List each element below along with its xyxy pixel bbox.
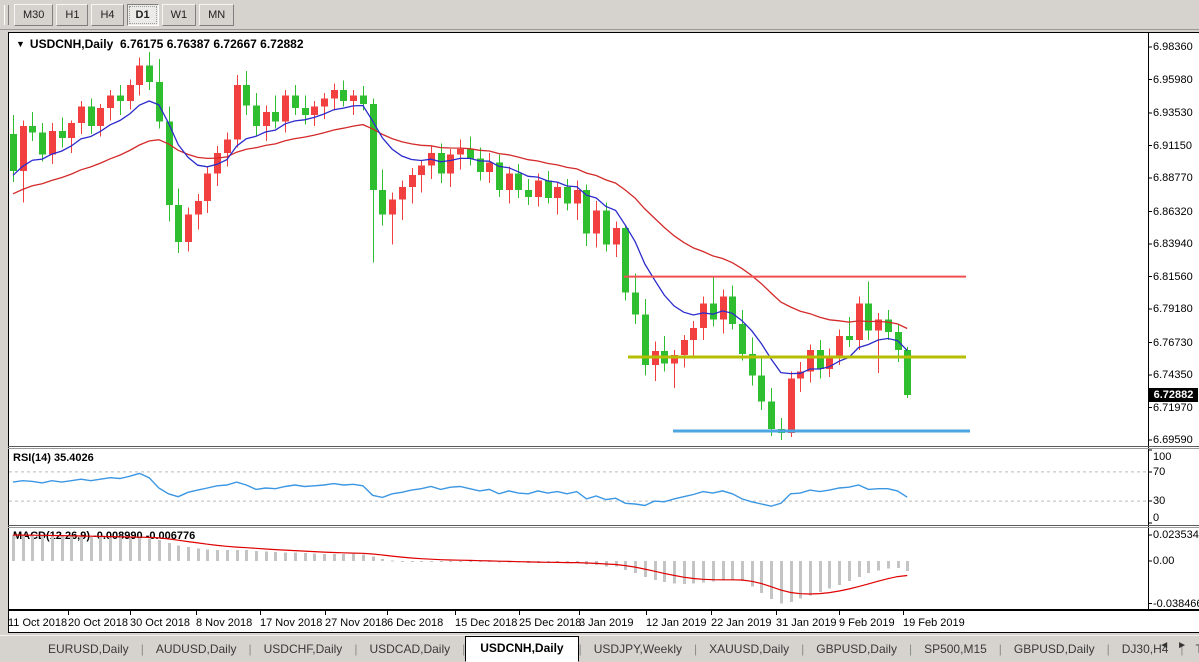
- date-axis-label: 11 Oct 2018: [8, 617, 68, 629]
- date-axis-label: 15 Dec 2018: [455, 617, 518, 629]
- price-axis-label: 6.71970: [1153, 402, 1193, 414]
- date-axis-label: 12 Jan 2019: [646, 617, 707, 629]
- tabbar-scroll-left-icon[interactable]: ◄: [1159, 640, 1178, 651]
- tab-gbpusd-daily[interactable]: GBPUSD,Daily: [1013, 641, 1095, 656]
- date-axis-label: 9 Feb 2019: [839, 617, 895, 629]
- date-axis-label: 19 Feb 2019: [903, 617, 965, 629]
- date-axis-label: 6 Dec 2018: [387, 617, 444, 629]
- tab-divider: |: [1180, 642, 1184, 656]
- date-axis-label: 30 Oct 2018: [130, 617, 190, 629]
- symbol-tabbar: EURUSD,Daily | AUDUSD,Daily | USDCHF,Daily | U…: [0, 635, 1199, 662]
- tab-usdcnh-daily[interactable]: USDCNH,Daily: [465, 636, 579, 662]
- price-axis-label: 6.95980: [1153, 74, 1193, 86]
- tab-divider: |: [578, 642, 582, 656]
- timeframe-button-h4[interactable]: H4: [91, 3, 124, 26]
- timeframe-button-w1[interactable]: W1: [161, 3, 197, 26]
- tab-xauusd-daily[interactable]: XAUUSD,Daily: [709, 641, 790, 656]
- tab-tech100[interactable]: TECH100: [1184, 638, 1199, 661]
- chart-window[interactable]: [8, 32, 1199, 633]
- date-axis-label: 8 Nov 2018: [196, 617, 253, 629]
- price-axis-label: 6.86320: [1153, 206, 1193, 218]
- price-axis-label: 6.98360: [1153, 41, 1193, 53]
- price-axis-label: 6.91150: [1153, 140, 1192, 152]
- date-axis-label: 20 Oct 2018: [68, 617, 128, 629]
- tab-dj30-h4[interactable]: DJ30,H4: [1121, 641, 1169, 656]
- toolbar-drag-handle[interactable]: [4, 4, 9, 25]
- tab-divider: |: [908, 642, 913, 656]
- timeframe-toolbar: M30 H1 H4 D1 W1 MN: [0, 0, 1199, 30]
- tab-divider: |: [354, 642, 358, 656]
- tab-divider: |: [248, 642, 252, 656]
- macd-axis-label: 0.00: [1153, 555, 1175, 567]
- tab-divider: |: [1106, 642, 1110, 656]
- date-axis-label: 31 Jan 2019: [776, 617, 837, 629]
- date-axis-label: 3 Jan 2019: [579, 617, 634, 629]
- tabbar-scroll-right-icon[interactable]: ►: [1177, 640, 1195, 651]
- macd-axis-label: 0.023534: [1153, 529, 1199, 541]
- timeframe-button-m30[interactable]: M30: [14, 3, 54, 26]
- chart-symbol: USDCNH,Daily: [29, 37, 114, 51]
- tab-divider: |: [140, 642, 144, 656]
- tab-audusd-daily[interactable]: AUDUSD,Daily: [155, 641, 237, 656]
- rsi-label: RSI(14) 35.4026: [13, 452, 94, 464]
- tab-eurusd-daily[interactable]: EURUSD,Daily: [48, 641, 129, 656]
- macd-signal-value: -0.006776: [145, 530, 196, 542]
- timeframe-button-h1[interactable]: H1: [56, 3, 89, 26]
- macd-axis-label: -0.038466: [1153, 598, 1199, 610]
- tabbar-nav: ◄►: [1159, 640, 1195, 651]
- timeframe-button-d1[interactable]: D1: [126, 3, 159, 26]
- price-axis-label: 6.79180: [1153, 303, 1193, 315]
- timeframe-button-mn[interactable]: MN: [199, 3, 235, 26]
- ohlc-high: 6.76387: [166, 37, 211, 51]
- date-axis-label: 27 Nov 2018: [325, 617, 388, 629]
- tab-divider: |: [998, 642, 1002, 656]
- date-axis-label: 25 Dec 2018: [519, 617, 582, 629]
- tab-divider: |: [462, 642, 466, 656]
- tab-divider: |: [694, 642, 698, 656]
- macd-label: MACD(12,26,9) -0.008990 -0.006776: [13, 530, 196, 542]
- tab-usdjpy-weekly[interactable]: USDJPY,Weekly: [593, 641, 682, 656]
- date-axis-label: 17 Nov 2018: [260, 617, 323, 629]
- date-axis-label: 22 Jan 2019: [711, 617, 772, 629]
- ohlc-close: 6.72882: [260, 37, 304, 51]
- macd-value: -0.008990: [93, 530, 143, 542]
- chart-title: ▼ USDCNH,Daily 6.76175 6.76387 6.72667 6.…: [16, 37, 304, 51]
- rsi-axis-label: 30: [1153, 495, 1166, 507]
- price-axis-label: 6.83940: [1153, 238, 1193, 250]
- tab-gbpusd-daily[interactable]: GBPUSD,Daily: [816, 641, 897, 656]
- symbol-dropdown-icon[interactable]: ▼: [16, 39, 25, 49]
- rsi-value: 35.4026: [53, 452, 94, 464]
- ohlc-low: 6.72667: [213, 37, 257, 51]
- price-axis-label: 6.93530: [1153, 107, 1193, 119]
- rsi-axis-label: 70: [1153, 466, 1166, 478]
- tab-sp500-m15[interactable]: SP500,M15: [924, 641, 987, 656]
- ohlc-open: 6.76175: [119, 37, 164, 51]
- price-axis-label: 6.88770: [1153, 172, 1193, 184]
- price-axis-label: 6.69590: [1153, 434, 1193, 446]
- current-price-badge: 6.72882: [1149, 388, 1198, 402]
- price-axis-label: 6.81560: [1153, 271, 1193, 283]
- tab-usdchf-daily[interactable]: USDCHF,Daily: [263, 641, 343, 656]
- rsi-axis-label: 0: [1153, 512, 1160, 524]
- tab-divider: |: [801, 642, 805, 656]
- rsi-axis-label: 100: [1153, 451, 1172, 463]
- price-axis-label: 6.74350: [1153, 369, 1193, 381]
- tab-usdcad-daily[interactable]: USDCAD,Daily: [369, 641, 451, 656]
- price-axis-label: 6.76730: [1153, 337, 1193, 349]
